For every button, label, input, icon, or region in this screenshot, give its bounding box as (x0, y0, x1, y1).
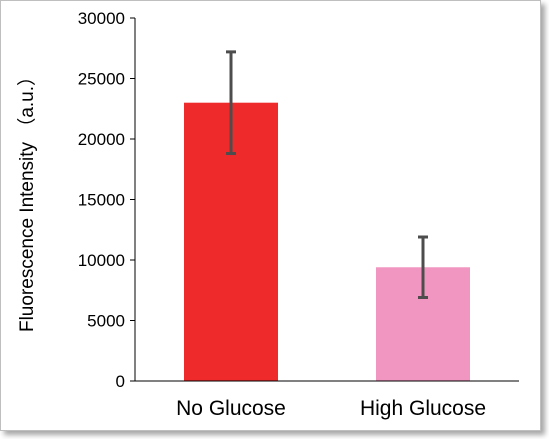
x-category-label: No Glucose (176, 397, 286, 420)
y-tick-label: 0 (116, 372, 125, 391)
x-category-label: High Glucose (360, 397, 486, 420)
y-tick-label: 20000 (78, 130, 125, 149)
bars (184, 102, 470, 381)
y-tick-label: 15000 (78, 191, 125, 210)
y-tick-label: 25000 (78, 70, 125, 89)
error-bars (226, 50, 428, 300)
error-bar (226, 50, 236, 156)
y-axis-label: Fluorescence Intensity （a.u.） (16, 67, 38, 332)
y-tick-label: 10000 (78, 251, 125, 270)
error-bar (418, 235, 428, 300)
y-tick-label: 5000 (87, 312, 125, 331)
y-axis-ticks: 0 5000 10000 15000 20000 25000 30000 (78, 9, 135, 391)
x-axis-categories: No Glucose High Glucose (176, 397, 486, 420)
y-tick-label: 30000 (78, 9, 125, 28)
